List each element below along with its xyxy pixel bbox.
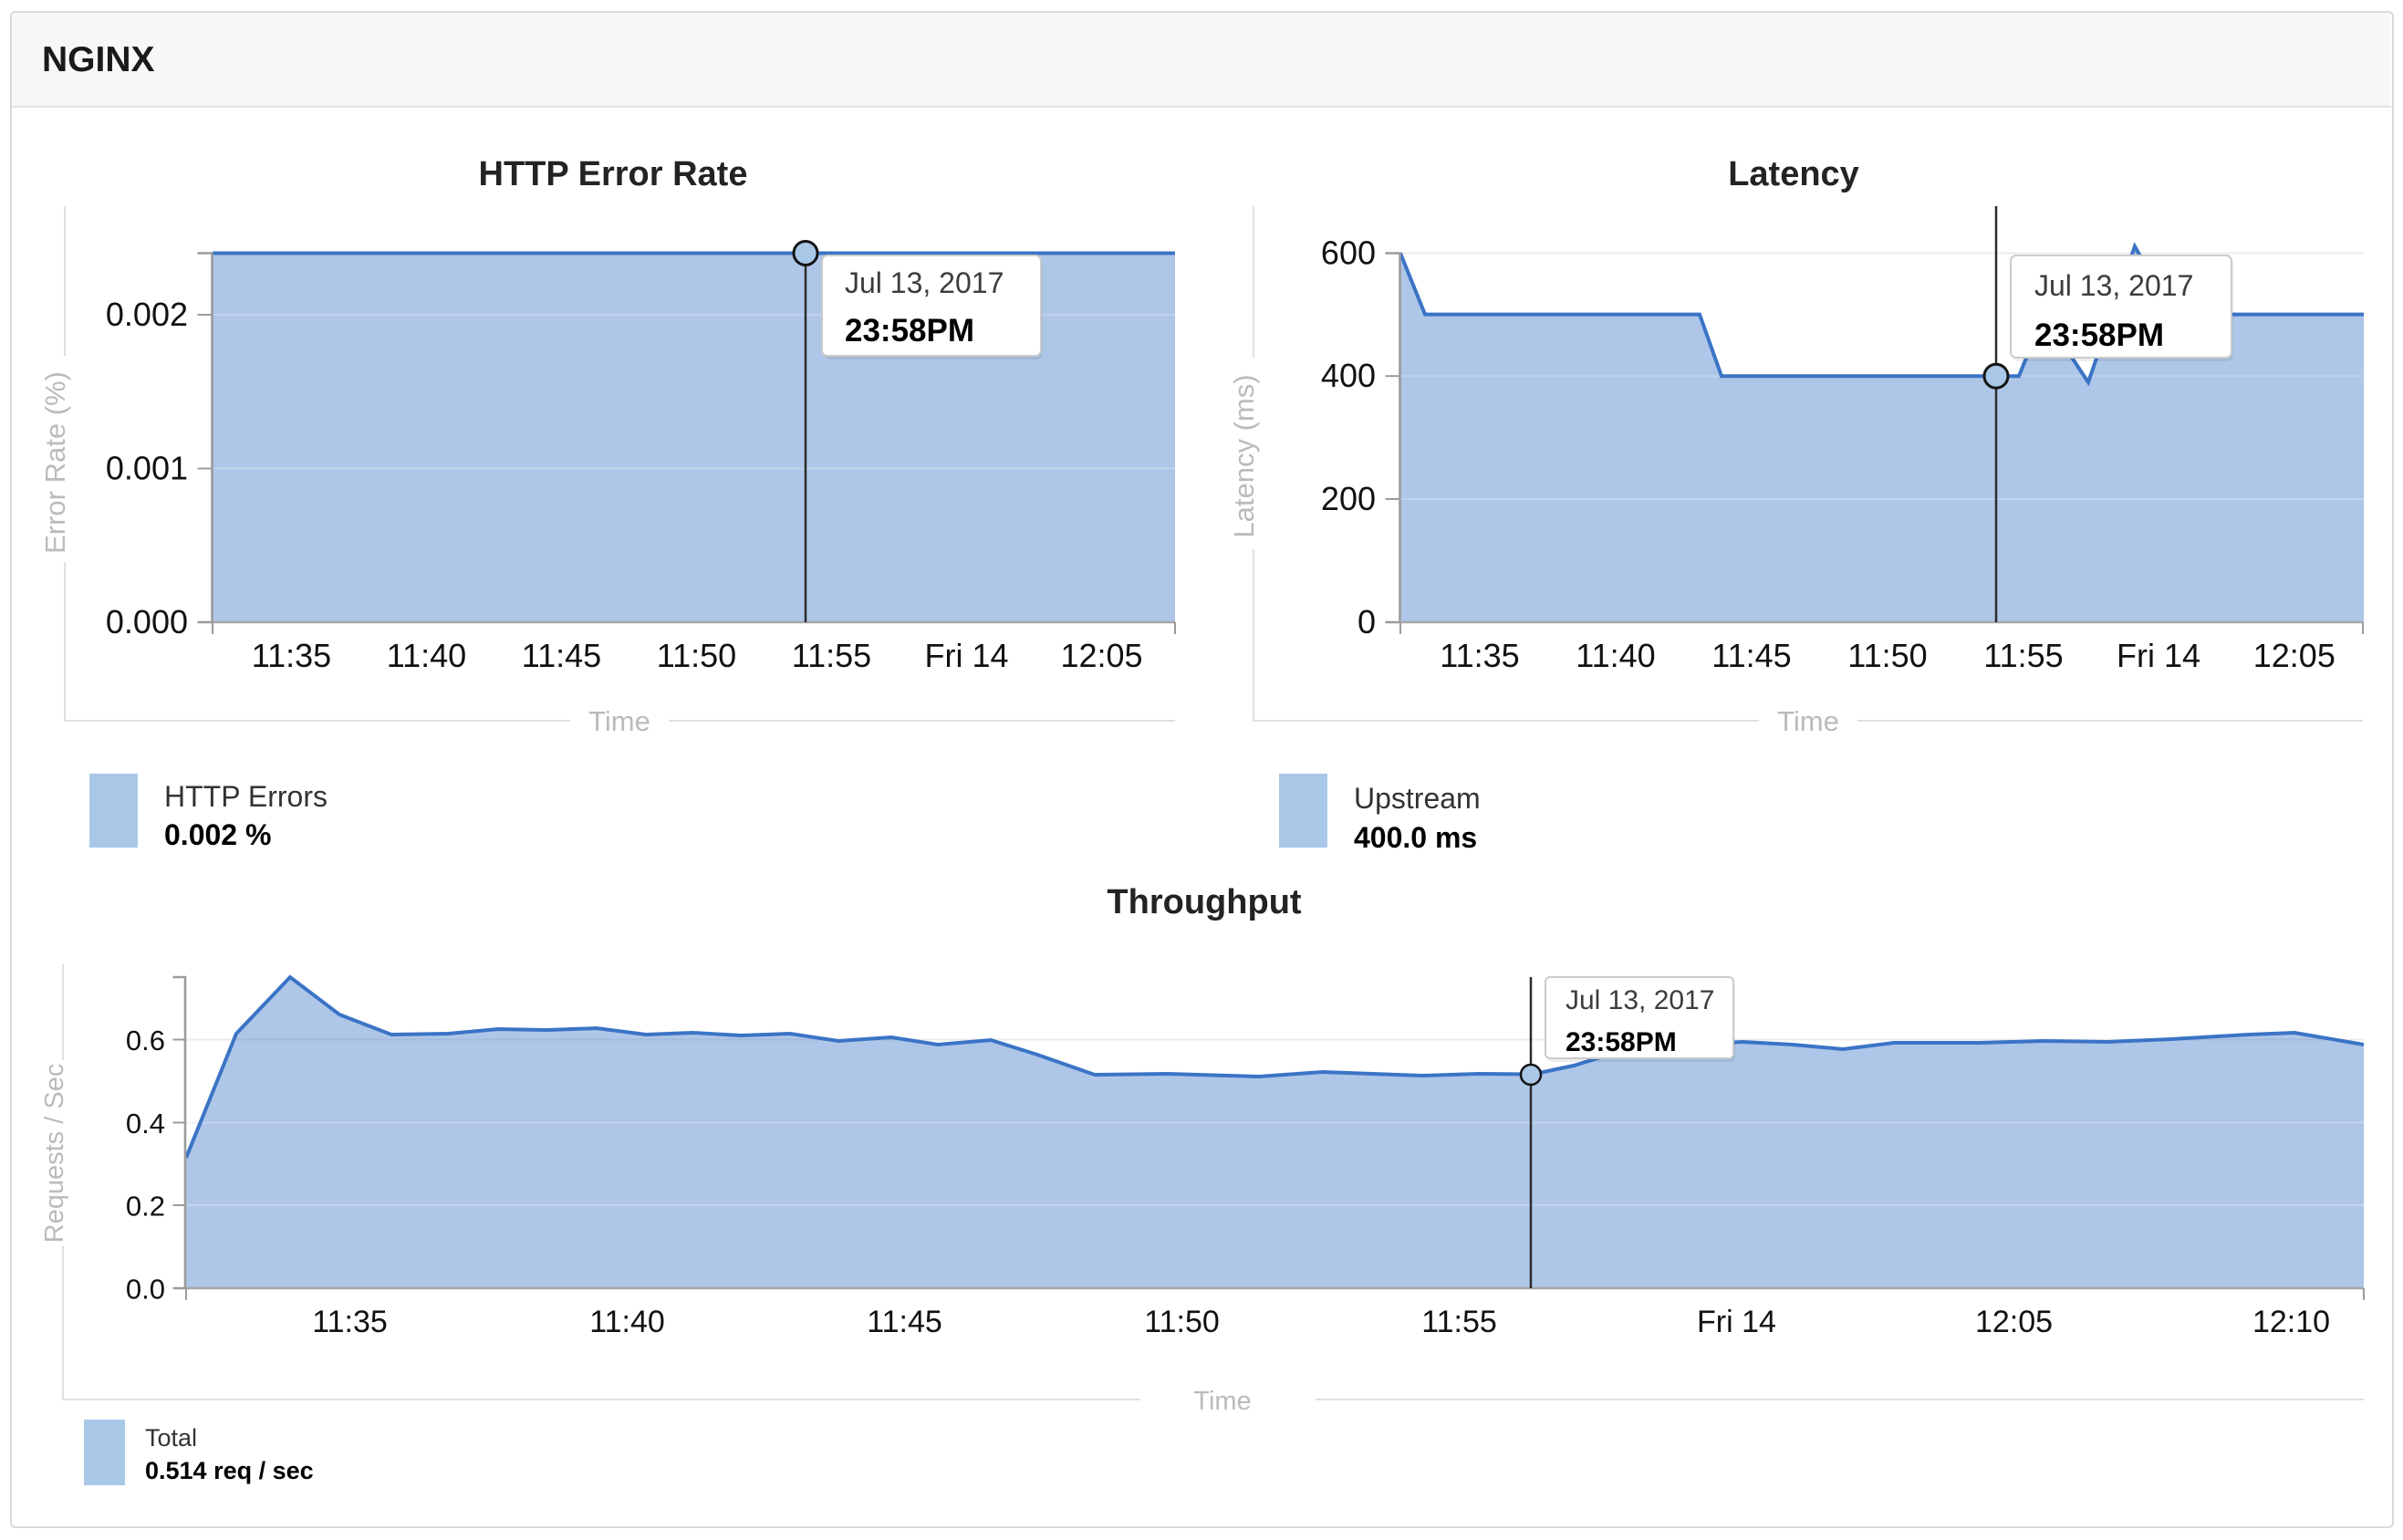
svg-text:0.514 req / sec: 0.514 req / sec (145, 1457, 314, 1484)
svg-text:23:58PM: 23:58PM (1566, 1027, 1677, 1057)
svg-text:11:55: 11:55 (792, 637, 871, 674)
svg-text:Latency (ms): Latency (ms) (1228, 374, 1260, 537)
svg-text:Time: Time (1777, 705, 1839, 737)
svg-text:Requests / Sec: Requests / Sec (40, 1064, 69, 1243)
svg-text:12:05: 12:05 (1975, 1305, 2053, 1339)
svg-text:11:40: 11:40 (387, 637, 466, 674)
svg-text:600: 600 (1321, 234, 1376, 272)
svg-text:Time: Time (588, 705, 650, 737)
svg-text:11:40: 11:40 (1576, 637, 1655, 674)
svg-text:11:35: 11:35 (1440, 637, 1519, 674)
svg-text:Fri 14: Fri 14 (924, 637, 1008, 674)
svg-text:Latency: Latency (1728, 155, 1859, 193)
svg-text:0.6: 0.6 (126, 1025, 165, 1056)
svg-text:200: 200 (1321, 480, 1376, 517)
svg-text:Fri 14: Fri 14 (1697, 1305, 1776, 1339)
svg-text:Jul 13, 2017: Jul 13, 2017 (1566, 985, 1714, 1015)
svg-text:11:50: 11:50 (1847, 637, 1927, 674)
svg-text:11:55: 11:55 (1421, 1305, 1497, 1339)
svg-text:0.001: 0.001 (106, 450, 188, 487)
svg-text:Upstream: Upstream (1354, 782, 1481, 815)
svg-text:12:10: 12:10 (2252, 1305, 2330, 1339)
svg-text:Fri 14: Fri 14 (2117, 637, 2200, 674)
svg-text:11:45: 11:45 (522, 637, 601, 674)
svg-text:23:58PM: 23:58PM (845, 313, 974, 349)
svg-text:12:05: 12:05 (2253, 637, 2335, 674)
svg-text:12:05: 12:05 (1060, 637, 1142, 674)
svg-text:Total: Total (145, 1424, 197, 1452)
svg-text:0: 0 (1358, 603, 1376, 640)
svg-text:11:50: 11:50 (657, 637, 736, 674)
svg-text:11:45: 11:45 (867, 1305, 942, 1339)
svg-text:23:58PM: 23:58PM (2034, 317, 2164, 353)
svg-text:Jul 13, 2017: Jul 13, 2017 (2034, 269, 2193, 302)
svg-text:Throughput: Throughput (1107, 883, 1301, 921)
svg-text:11:35: 11:35 (252, 637, 331, 674)
svg-text:11:45: 11:45 (1711, 637, 1791, 674)
svg-text:0.4: 0.4 (126, 1108, 165, 1139)
svg-text:11:50: 11:50 (1144, 1305, 1220, 1339)
svg-text:11:55: 11:55 (1983, 637, 2063, 674)
svg-text:HTTP Error Rate: HTTP Error Rate (479, 155, 748, 193)
svg-text:0.000: 0.000 (106, 603, 188, 640)
svg-text:0.0: 0.0 (126, 1274, 165, 1306)
svg-text:HTTP Errors: HTTP Errors (164, 780, 328, 813)
svg-text:0.002 %: 0.002 % (164, 818, 271, 851)
svg-text:11:35: 11:35 (312, 1305, 388, 1339)
svg-text:400.0 ms: 400.0 ms (1354, 821, 1477, 854)
svg-text:0.002: 0.002 (106, 296, 188, 333)
svg-text:11:40: 11:40 (589, 1305, 665, 1339)
svg-text:Time: Time (1193, 1387, 1251, 1416)
svg-text:Error Rate (%): Error Rate (%) (39, 371, 71, 554)
svg-text:400: 400 (1321, 357, 1376, 394)
svg-text:Jul 13, 2017: Jul 13, 2017 (845, 266, 1004, 299)
svg-text:0.2: 0.2 (126, 1191, 165, 1223)
